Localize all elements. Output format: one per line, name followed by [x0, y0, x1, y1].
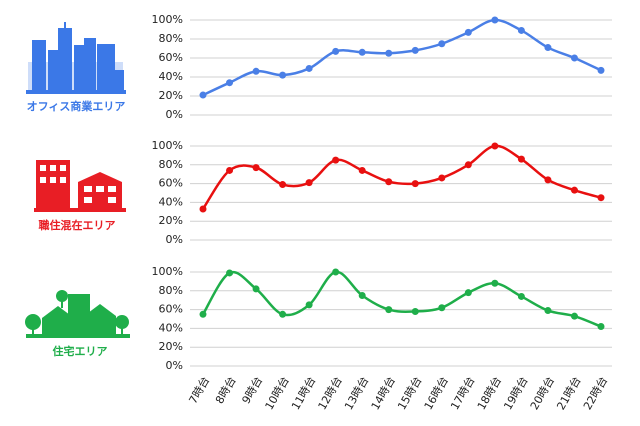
line: [202, 18, 602, 97]
y-tick-label: 60%: [159, 51, 183, 64]
point: [385, 178, 393, 186]
point: [517, 26, 525, 34]
point: [279, 181, 287, 189]
point: [358, 48, 366, 56]
point: [544, 307, 552, 315]
point: [332, 47, 340, 55]
y-tick-label: 80%: [159, 284, 183, 297]
y-tick-label: 100%: [152, 13, 183, 26]
point: [226, 79, 234, 87]
point: [438, 40, 446, 48]
x-tick-label: 19時台: [500, 374, 530, 412]
point: [199, 205, 207, 213]
y-tick-label: 0%: [166, 108, 183, 121]
x-tick-label: 13時台: [341, 374, 371, 412]
point: [358, 166, 366, 174]
point: [226, 269, 234, 277]
y-tick-label: 0%: [166, 359, 183, 372]
y-tick-label: 20%: [159, 89, 183, 102]
point: [226, 166, 234, 174]
point: [517, 155, 525, 163]
y-tick-label: 20%: [159, 214, 183, 227]
point: [305, 179, 313, 187]
point: [570, 312, 578, 320]
point: [252, 164, 260, 172]
point: [464, 28, 472, 36]
point: [597, 66, 605, 74]
point: [305, 64, 313, 72]
point: [517, 292, 525, 300]
panel-title: オフィス商業エリア: [27, 99, 126, 113]
x-tick-label: 18時台: [474, 374, 504, 412]
point: [570, 186, 578, 194]
point: [332, 268, 340, 276]
y-tick-label: 0%: [166, 233, 183, 246]
point: [199, 91, 207, 99]
y-tick-label: 40%: [159, 70, 183, 83]
point: [464, 161, 472, 169]
x-tick-label: 20時台: [527, 374, 557, 412]
point: [252, 67, 260, 75]
line: [201, 144, 602, 210]
point: [385, 306, 393, 314]
y-tick-label: 60%: [159, 303, 183, 316]
x-tick-label: 22時台: [580, 374, 610, 412]
x-tick-label: 11時台: [288, 374, 318, 412]
x-tick-label: 21時台: [554, 374, 584, 412]
point: [544, 176, 552, 184]
x-tick-label: 10時台: [262, 374, 292, 412]
point: [438, 304, 446, 312]
point: [491, 142, 499, 150]
point: [411, 307, 419, 315]
x-tick-label: 12時台: [315, 374, 345, 412]
point: [597, 194, 605, 202]
point: [358, 292, 366, 299]
x-tick-label: 9時台: [239, 374, 266, 406]
point: [597, 323, 605, 331]
x-tick-label: 14時台: [368, 374, 398, 412]
point: [438, 174, 446, 182]
point: [544, 44, 552, 52]
line: [201, 270, 602, 328]
y-tick-label: 80%: [159, 158, 183, 171]
x-tick-label: 16時台: [421, 374, 451, 412]
y-tick-label: 40%: [159, 195, 183, 208]
y-tick-label: 100%: [152, 139, 183, 152]
x-tick-label: 7時台: [186, 374, 213, 406]
y-tick-label: 100%: [152, 265, 183, 278]
point: [199, 310, 207, 318]
point: [305, 301, 313, 309]
y-tick-label: 60%: [159, 177, 183, 190]
point: [411, 180, 419, 188]
point: [332, 156, 340, 164]
y-tick-label: 40%: [159, 321, 183, 334]
point: [491, 16, 499, 24]
x-tick-label: 15時台: [394, 374, 424, 412]
office-icon: [26, 22, 126, 94]
point: [570, 54, 578, 62]
x-tick-label: 8時台: [212, 374, 239, 406]
point: [464, 289, 472, 297]
point: [279, 71, 287, 79]
residential-icon: [25, 290, 130, 338]
mixed-icon-windows: [40, 165, 116, 203]
point: [252, 285, 260, 293]
point: [411, 46, 419, 54]
point: [491, 279, 499, 287]
y-tick-label: 80%: [159, 32, 183, 45]
panel-title: 職住混在エリア: [39, 218, 116, 232]
point: [385, 49, 393, 57]
x-tick-label: 17時台: [447, 374, 477, 412]
point: [279, 310, 287, 318]
panel-title: 住宅エリア: [53, 344, 108, 358]
y-tick-label: 20%: [159, 340, 183, 353]
